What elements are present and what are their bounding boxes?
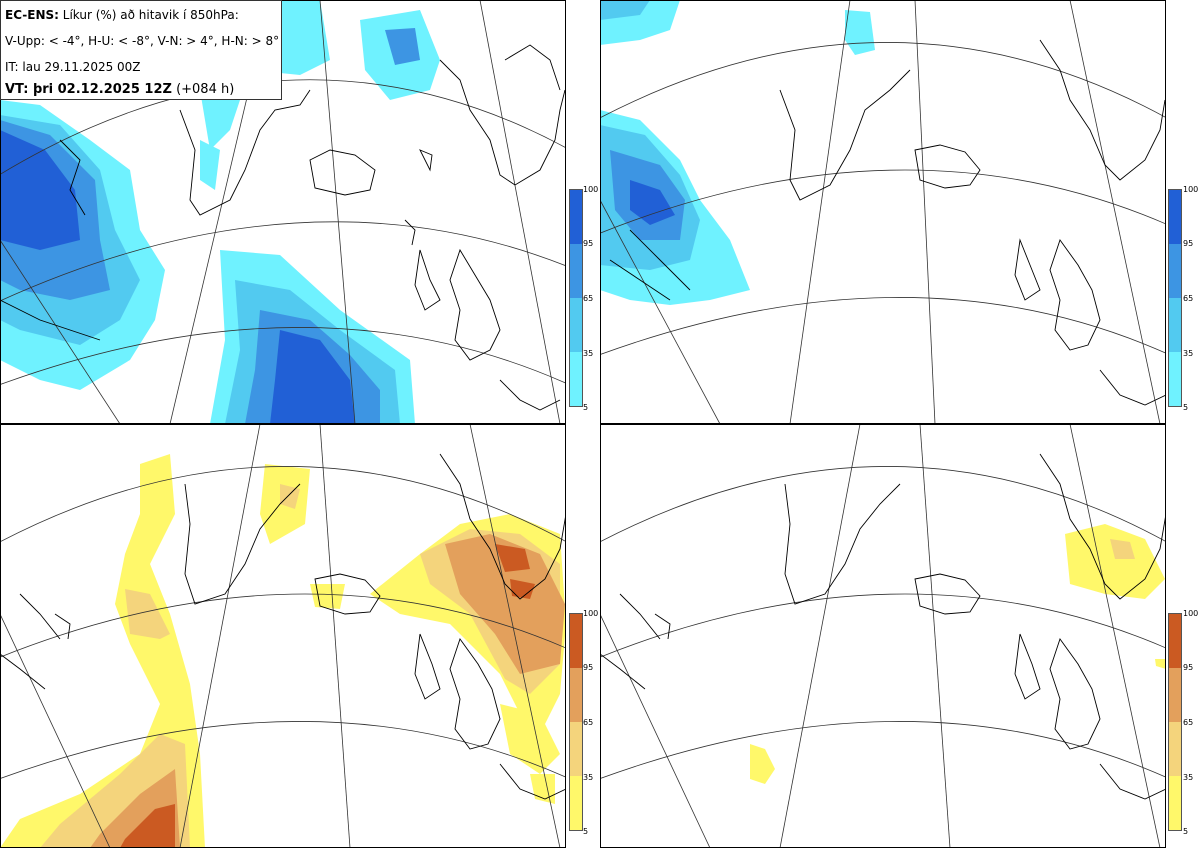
colorbar-tick: 5 <box>1183 403 1189 412</box>
colorbar-tick: 100 <box>583 185 599 194</box>
colorbar-tick: 65 <box>1183 294 1194 303</box>
probability-map-cold-8 <box>600 0 1166 424</box>
map-panel-bottom-right <box>600 424 1166 848</box>
probability-shading <box>0 0 440 424</box>
colorbar-tick: 35 <box>583 349 594 358</box>
colorbar-tick: 95 <box>1183 663 1194 672</box>
colorbar-tick: 100 <box>583 609 599 618</box>
graticule <box>600 0 1166 424</box>
colorbar-tick: 95 <box>583 663 594 672</box>
probability-map-warm-4 <box>0 424 566 848</box>
colorbar-tick: 100 <box>1183 609 1199 618</box>
coastlines <box>0 453 566 800</box>
map-panel-top-left <box>0 0 566 424</box>
graticule <box>0 424 566 848</box>
valid-time-label: VT: þri 02.12.2025 12Z <box>5 82 172 97</box>
map-panel-bottom-left <box>0 424 566 848</box>
colorbar-tick: 65 <box>583 718 594 727</box>
description-text: Líkur (%) að hitavik í 850hPa: <box>58 8 239 22</box>
colorbar-tick: 65 <box>583 294 594 303</box>
probability-shading <box>600 0 875 305</box>
colorbar-orange <box>569 613 583 831</box>
graticule <box>0 0 566 424</box>
colorbar-tick: 95 <box>1183 239 1194 248</box>
probability-map-warm-8 <box>600 424 1166 848</box>
probability-shading <box>0 454 566 848</box>
graticule <box>600 424 1166 848</box>
colorbar-tick: 95 <box>583 239 594 248</box>
coastlines <box>0 44 566 411</box>
colorbar-tick: 5 <box>583 827 589 836</box>
header-info-box: EC-ENS: Líkur (%) að hitavik í 850hPa: V… <box>0 0 282 100</box>
probability-map-cold-4 <box>0 0 566 424</box>
colorbar-blue <box>1168 189 1182 407</box>
colorbar-tick: 35 <box>583 773 594 782</box>
coastlines <box>600 453 1166 800</box>
colorbar-tick: 100 <box>1183 185 1199 194</box>
colorbar-tick: 35 <box>1183 349 1194 358</box>
coastlines <box>609 39 1166 406</box>
probability-shading <box>750 524 1166 784</box>
init-time-text: IT: lau 29.11.2025 00Z <box>5 60 141 74</box>
model-label: EC-ENS: <box>5 8 59 22</box>
categories-text: V-Upp: < -4°, H-U: < -8°, V-N: > 4°, H-N… <box>5 34 280 48</box>
colorbar-tick: 5 <box>1183 827 1189 836</box>
colorbar-orange <box>1168 613 1182 831</box>
map-panel-top-right <box>600 0 1166 424</box>
colorbar-tick: 35 <box>1183 773 1194 782</box>
colorbar-tick: 5 <box>583 403 589 412</box>
lead-time-text: (+084 h) <box>171 82 235 97</box>
colorbar-blue <box>569 189 583 407</box>
colorbar-tick: 65 <box>1183 718 1194 727</box>
